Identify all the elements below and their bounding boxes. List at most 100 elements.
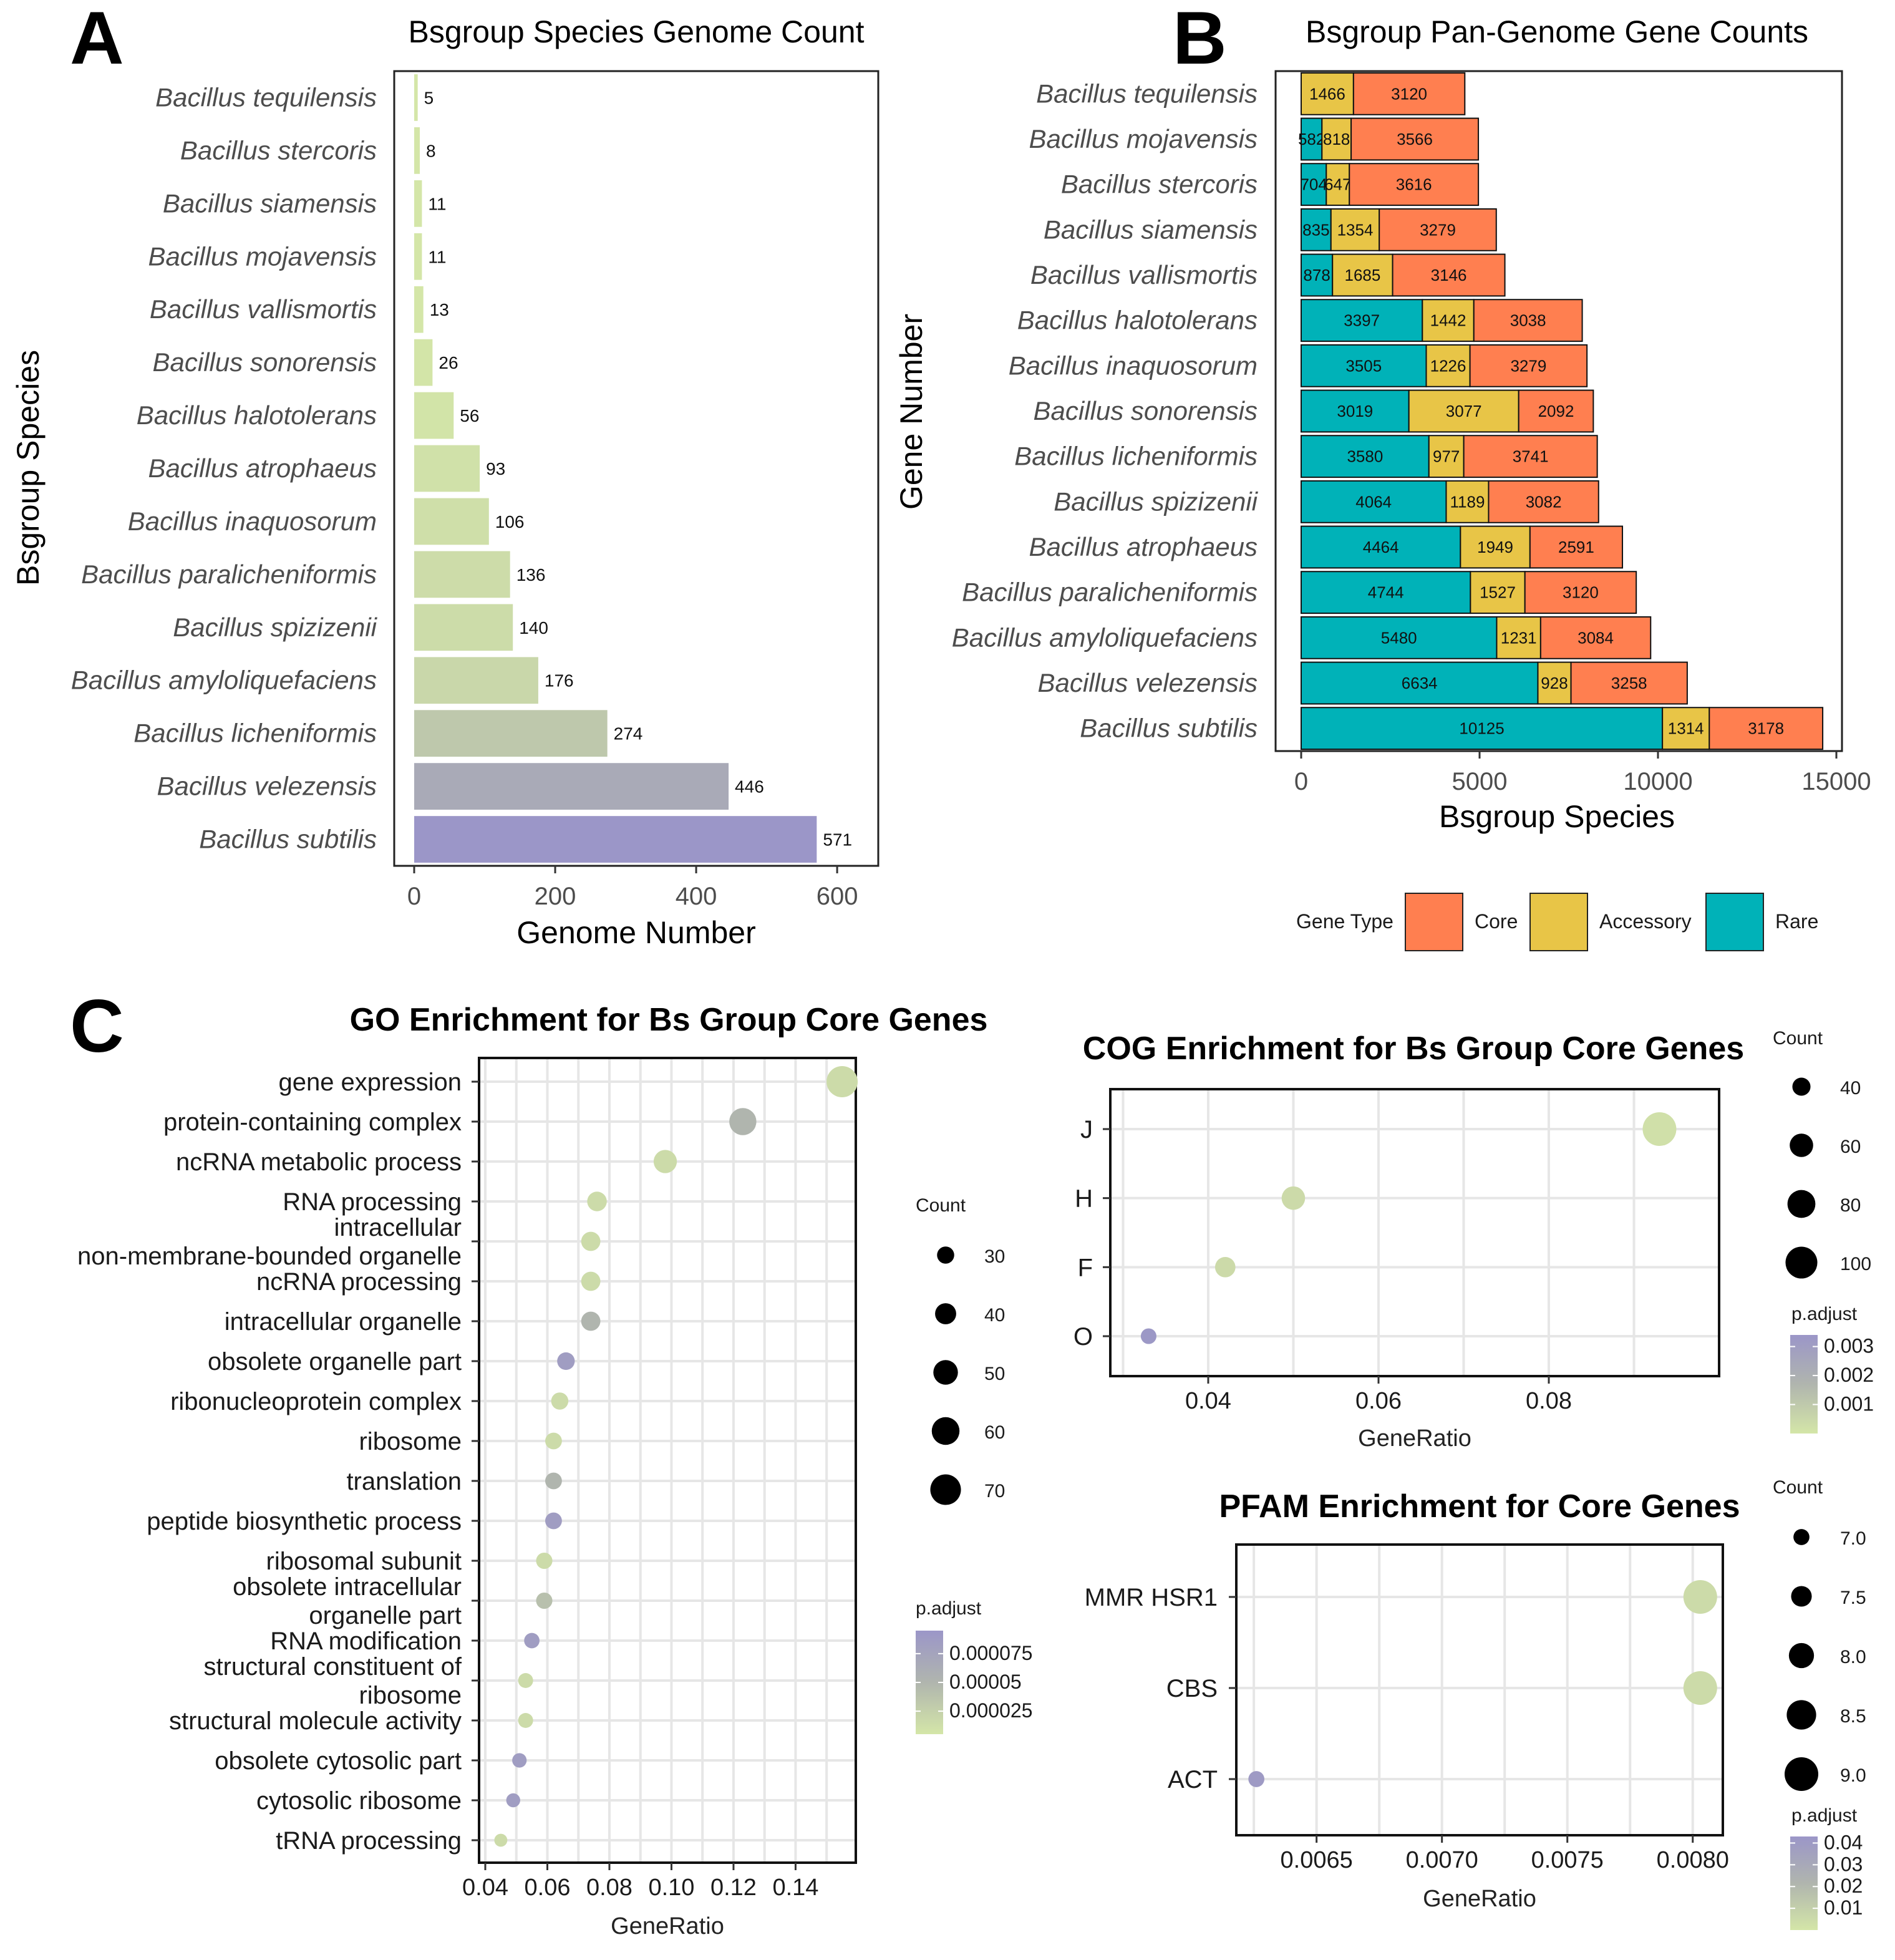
count-legend-dot bbox=[1786, 1700, 1816, 1730]
count-legend-dot bbox=[931, 1417, 960, 1445]
bar-value-label: 11 bbox=[428, 194, 446, 213]
go-count-legend-title: Count bbox=[916, 1195, 966, 1216]
bar-bacillus-vallismortis bbox=[414, 286, 424, 333]
term-label: structural molecule activity bbox=[169, 1707, 462, 1735]
panel-letter-b: B bbox=[1173, 0, 1227, 80]
pfam-points bbox=[1248, 1580, 1717, 1787]
x-tick-label: 0.08 bbox=[586, 1875, 632, 1901]
segment-accessory bbox=[1470, 571, 1526, 614]
category-label: Bacillus tequilensis bbox=[1036, 79, 1258, 108]
count-legend-dot bbox=[1785, 1757, 1818, 1791]
category-label: Bacillus sonorensis bbox=[152, 347, 377, 377]
segment-label-rare: 835 bbox=[1302, 220, 1329, 239]
category-label: Bacillus halotolerans bbox=[1017, 306, 1258, 335]
x-tick-label: 400 bbox=[676, 883, 717, 910]
legend-swatch-accessory bbox=[1529, 893, 1588, 951]
term-label: obsolete organelle part bbox=[208, 1348, 462, 1375]
segment-label-core: 3084 bbox=[1578, 628, 1614, 647]
segment-label-core: 3616 bbox=[1396, 175, 1432, 194]
bar-bacillus-mojavensis bbox=[414, 233, 422, 280]
segment-label-rare: 5480 bbox=[1381, 628, 1417, 647]
segment-accessory bbox=[1496, 616, 1541, 659]
count-legend-label: 100 bbox=[1840, 1254, 1871, 1274]
cog-term-labels: J H F O bbox=[1074, 1116, 1110, 1351]
segment-core bbox=[1463, 435, 1598, 478]
segment-label-core: 3038 bbox=[1510, 311, 1546, 330]
x-tick-label: 0.10 bbox=[648, 1875, 694, 1901]
count-legend-label: 40 bbox=[1840, 1078, 1861, 1099]
x-tick-label: 600 bbox=[817, 883, 858, 910]
segment-accessory bbox=[1425, 344, 1471, 387]
pfam-chart: PFAM Enrichment for Core Genes MMR HSR1 C… bbox=[1085, 1477, 1866, 1930]
segment-label-accessory: 818 bbox=[1323, 130, 1350, 148]
segment-accessory bbox=[1301, 72, 1354, 115]
segment-accessory bbox=[1321, 117, 1352, 161]
term-label: tRNA processing bbox=[276, 1827, 462, 1855]
x-tick-label: 0.04 bbox=[462, 1875, 508, 1901]
go-points bbox=[494, 1066, 858, 1847]
segment-label-accessory: 1231 bbox=[1501, 628, 1537, 647]
go-chart: GO Enrichment for Bs Group Core Genes ge… bbox=[77, 1002, 1032, 1939]
term-label: ACT bbox=[1168, 1766, 1218, 1793]
bar-bacillus-paralicheniformis bbox=[414, 551, 510, 598]
count-legend-label: 8.0 bbox=[1840, 1647, 1866, 1667]
segment-rare bbox=[1301, 389, 1410, 433]
x-tick-label: 0.14 bbox=[772, 1875, 818, 1901]
chart-b-x-axis-title: Bsgroup Species bbox=[1439, 799, 1675, 834]
segment-core bbox=[1524, 571, 1637, 614]
x-tick-label: 0.06 bbox=[525, 1875, 571, 1901]
chart-b-y-axis-title: Gene Number bbox=[894, 314, 929, 510]
panel-letter-a: A bbox=[70, 0, 124, 80]
term-label: ncRNA metabolic process bbox=[176, 1148, 462, 1176]
chart-a-x-axis-title: Genome Number bbox=[516, 915, 756, 950]
category-label: Bacillus sonorensis bbox=[1033, 396, 1258, 425]
category-label: Bacillus atrophaeus bbox=[148, 454, 377, 483]
segment-core bbox=[1352, 72, 1466, 115]
category-label: Bacillus siamensis bbox=[163, 188, 377, 218]
pfam-count-legend: Count 7.0 7.5 8.0 8.5 9.0 bbox=[1773, 1477, 1866, 1791]
segment-label-core: 3279 bbox=[1420, 220, 1456, 239]
bar-bacillus-halotolerans bbox=[414, 392, 454, 439]
count-legend-label: 80 bbox=[1840, 1195, 1861, 1216]
count-legend-label: 30 bbox=[984, 1246, 1005, 1267]
term-label: obsolete intracellular bbox=[233, 1573, 462, 1601]
category-label: Bacillus stercoris bbox=[1061, 170, 1258, 199]
category-label: Bacillus atrophaeus bbox=[1029, 532, 1258, 561]
segment-label-rare: 4064 bbox=[1355, 492, 1392, 511]
legend-swatch-core bbox=[1405, 893, 1463, 951]
segment-label-core: 2092 bbox=[1538, 402, 1574, 420]
category-label: Bacillus tequilensis bbox=[155, 82, 377, 112]
segment-label-core: 3178 bbox=[1748, 719, 1784, 738]
go-count-legend: Count 30 40 50 60 70 bbox=[916, 1195, 1005, 1505]
term-label: ribonucleoprotein complex bbox=[170, 1388, 462, 1415]
legend-label-accessory: Accessory bbox=[1599, 910, 1692, 933]
pfam-gridlines bbox=[1236, 1545, 1723, 1835]
segment-label-accessory: 1189 bbox=[1450, 492, 1485, 511]
segment-label-rare: 3397 bbox=[1344, 311, 1380, 330]
count-legend-label: 9.0 bbox=[1840, 1765, 1866, 1786]
point bbox=[581, 1271, 601, 1291]
count-legend-label: 50 bbox=[984, 1364, 1005, 1384]
point bbox=[1214, 1256, 1236, 1278]
x-tick-label: 0 bbox=[1294, 768, 1308, 795]
bar-bacillus-inaquosorum bbox=[414, 498, 489, 545]
go-padj-legend-title: p.adjust bbox=[916, 1598, 982, 1619]
count-legend-label: 8.5 bbox=[1840, 1706, 1866, 1727]
colorbar-label: 0.002 bbox=[1824, 1364, 1874, 1386]
bar-bacillus-subtilis bbox=[414, 816, 817, 863]
segment-accessory bbox=[1445, 480, 1490, 523]
count-legend-label: 60 bbox=[984, 1422, 1005, 1443]
segment-rare bbox=[1301, 117, 1323, 161]
segment-label-accessory: 1442 bbox=[1430, 311, 1466, 330]
x-tick-label: 5000 bbox=[1452, 768, 1508, 795]
cog-gridlines bbox=[1110, 1089, 1719, 1376]
bar-bacillus-siamensis bbox=[414, 180, 422, 227]
segment-label-rare: 10125 bbox=[1459, 719, 1504, 738]
segment-rare bbox=[1301, 299, 1423, 342]
go-padj-legend: p.adjust 0.000075 0.00005 0.000025 bbox=[916, 1598, 1032, 1734]
go-x-axis-title: GeneRatio bbox=[611, 1913, 724, 1939]
term-label: obsolete cytosolic part bbox=[215, 1747, 462, 1775]
bar-value-label: 8 bbox=[426, 141, 436, 160]
go-title: GO Enrichment for Bs Group Core Genes bbox=[350, 1002, 988, 1038]
